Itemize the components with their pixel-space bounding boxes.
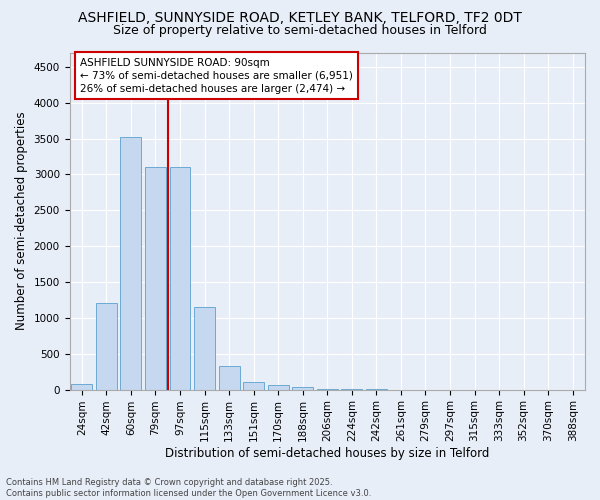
Y-axis label: Number of semi-detached properties: Number of semi-detached properties	[15, 112, 28, 330]
Bar	[292, 388, 313, 390]
Bar	[71, 384, 92, 390]
X-axis label: Distribution of semi-detached houses by size in Telford: Distribution of semi-detached houses by …	[165, 447, 490, 460]
Bar	[317, 389, 338, 390]
Bar	[170, 166, 190, 390]
Bar	[194, 308, 215, 390]
Bar	[218, 366, 239, 390]
Text: ASHFIELD SUNNYSIDE ROAD: 90sqm
← 73% of semi-detached houses are smaller (6,951): ASHFIELD SUNNYSIDE ROAD: 90sqm ← 73% of …	[80, 58, 353, 94]
Bar	[268, 385, 289, 390]
Text: ASHFIELD, SUNNYSIDE ROAD, KETLEY BANK, TELFORD, TF2 0DT: ASHFIELD, SUNNYSIDE ROAD, KETLEY BANK, T…	[78, 11, 522, 25]
Text: Contains HM Land Registry data © Crown copyright and database right 2025.
Contai: Contains HM Land Registry data © Crown c…	[6, 478, 371, 498]
Bar	[121, 137, 142, 390]
Bar	[243, 382, 264, 390]
Bar	[145, 166, 166, 390]
Bar	[96, 303, 117, 390]
Text: Size of property relative to semi-detached houses in Telford: Size of property relative to semi-detach…	[113, 24, 487, 37]
